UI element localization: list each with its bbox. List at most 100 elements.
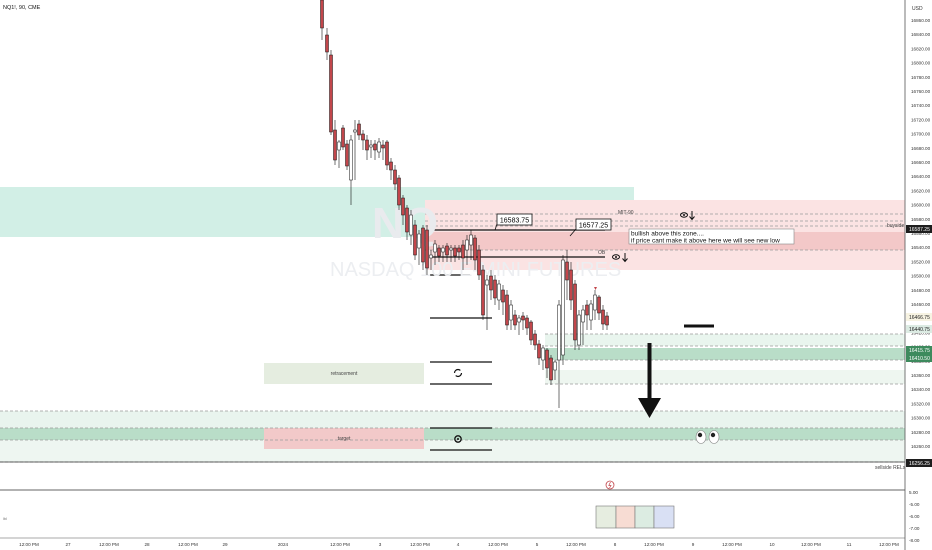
time-tick: 3 [379,542,382,547]
candle-body [449,247,453,251]
candle-body [329,54,333,133]
time-tick: 2024 [278,542,289,547]
candle-body [517,317,521,323]
candle-body [397,177,401,206]
callout-box [628,228,795,245]
price-tick: 16680.00 [911,146,931,151]
indicator-box-3 [634,505,655,529]
indicator-tick: -6.00 [909,514,920,519]
candle-body [597,296,601,314]
candle-body [593,294,597,311]
time-tick: 12:00 PM [722,542,742,547]
time-tick: 9 [692,542,695,547]
time-tick: 29 [222,542,228,547]
price-axis-ticks[interactable]: 16860.00 16840.00 16820.00 16800.00 16780.00… [911,18,931,463]
candle-body [345,143,349,167]
candle-body [445,245,449,256]
candle-body [529,321,533,341]
refresh-icon[interactable] [453,368,463,378]
indicator-tick: -5.00 [909,502,920,507]
symbol-title[interactable]: NQ1!, 90, CME [3,5,41,11]
candle-body [389,161,393,171]
candle-body [493,279,497,299]
time-tick: 10 [769,542,775,547]
price-tick: 16320.00 [911,401,931,406]
svg-text:16577.25: 16577.25 [579,223,608,230]
price-tick: 16300.00 [911,416,931,421]
candle-body [601,309,605,325]
fvg-zone-1 [545,334,905,346]
target-icon[interactable] [454,435,462,443]
candle-body [537,343,541,359]
price-badge-4: 16415.75 [906,346,932,354]
svg-text:16415.75: 16415.75 [909,348,930,354]
price-badge-6: 16256.25 [906,459,932,467]
candle-body [320,0,324,29]
sellside-zone-1 [0,411,905,428]
candle-body [561,259,565,356]
price-tick: 16800.00 [911,61,931,66]
price-tick: 16860.00 [911,18,931,23]
candle-body [509,304,513,321]
indicator-tick: -7.00 [909,526,920,531]
time-tick: 8 [614,542,617,547]
price-tick: 16520.00 [911,259,931,264]
candle-body [429,254,433,259]
svg-text:16587.25: 16587.25 [909,227,930,233]
price-tick: 16700.00 [911,132,931,137]
candle-body [369,144,373,148]
candle-body [457,247,461,253]
price-tick: 16820.00 [911,46,931,51]
eye-icon [680,212,688,218]
svg-text:16410.50: 16410.50 [909,356,930,362]
candle-body [425,229,429,269]
candle-body [325,34,329,53]
sellside-zone-2 [0,428,905,440]
candle-body [453,247,457,257]
price-tick: 16260.00 [911,444,931,449]
candle-body [569,269,573,301]
arrow-down-icon [689,211,695,221]
candle-body [401,197,405,216]
price-tick: 16740.00 [911,103,931,108]
candle-body [545,349,549,369]
price-tick: 16840.00 [911,32,931,37]
price-tick: 16340.00 [911,387,931,392]
candle-body [553,361,557,371]
candle-body [541,347,545,361]
candle-body [333,129,337,161]
candle-body [505,294,509,326]
eyes-emoji-icon [695,430,720,444]
candle-body [501,289,505,303]
price-tick: 16720.00 [911,117,931,122]
down-marker-icon [594,287,597,290]
time-axis-ticks[interactable]: 12:00 PM 27 12:00 PM 28 12:00 PM 29 2024 12:00 … [19,542,899,547]
candle-body [353,129,357,133]
candle-body [465,239,469,251]
price-tick: 16480.00 [911,288,931,293]
svg-text:16440.75: 16440.75 [909,327,930,333]
svg-text:16466.75: 16466.75 [909,315,930,321]
price-badge-1: 16587.25 [906,225,932,233]
time-tick: 12:00 PM [488,542,508,547]
candle-body [337,141,341,151]
time-tick: 12:00 PM [644,542,664,547]
price-tick: 16280.00 [911,430,931,435]
candle-body [473,237,477,261]
candle-body [417,233,421,249]
price-badge-5: 16410.50 [906,354,932,362]
svg-text:16583.75: 16583.75 [500,218,529,225]
candle-body [385,141,389,166]
price-tick: 16760.00 [911,89,931,94]
arrow-down-icon [622,253,628,263]
indicator-axis-ticks: 5.00 -5.00 -6.00 -7.00 -8.00 [909,490,920,543]
time-tick: 12:00 PM [566,542,586,547]
candle-body [373,143,377,151]
candle-body [557,304,561,361]
alert-icon[interactable] [605,480,615,490]
price-label-1: 16583.75 [494,213,533,231]
fvg-zone-3 [545,370,905,384]
candle-body [365,139,369,151]
candle-body [525,317,529,329]
